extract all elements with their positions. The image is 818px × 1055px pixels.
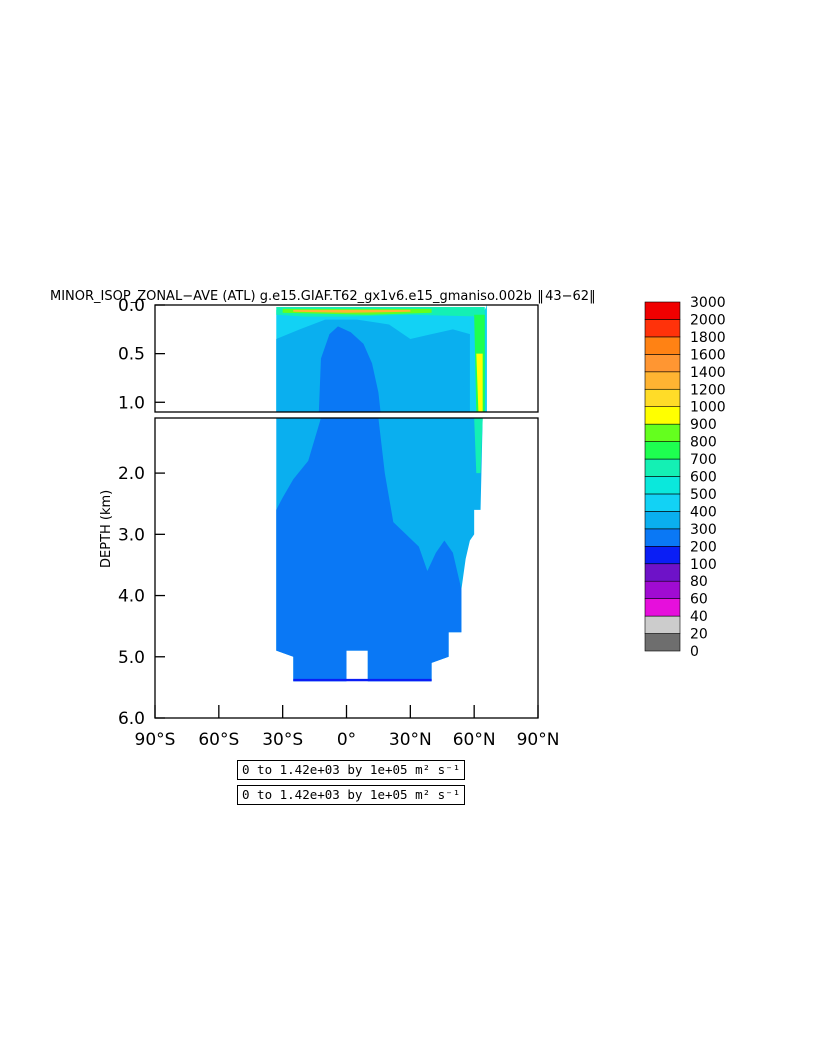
colorbar-swatch <box>644 371 681 390</box>
colorbar-swatch <box>644 563 681 582</box>
y-tick-label: 1.0 <box>118 393 145 413</box>
y-tick-label: 3.0 <box>118 525 145 545</box>
x-tick-label: 30°S <box>262 730 303 750</box>
colorbar-label: 1800 <box>690 330 726 346</box>
colorbar-swatch <box>644 406 681 425</box>
colorbar-label: 3000 <box>690 295 726 311</box>
lower-panel-field <box>276 418 483 682</box>
colorbar-label: 0 <box>690 644 699 660</box>
colorbar-label: 300 <box>690 522 717 538</box>
y-tick-label: 0.0 <box>118 296 145 316</box>
y-tick-label: 0.5 <box>118 345 145 365</box>
y-tick-label: 6.0 <box>118 709 145 729</box>
x-axis: 90°S 60°S 30°S 0° 30°N 60°N 90°N <box>135 705 560 750</box>
field-level-100 <box>318 326 381 412</box>
colorbar-label: 1200 <box>690 382 726 398</box>
colorbar-swatch <box>644 354 681 373</box>
colorbar-label: 2000 <box>690 312 726 328</box>
colorbar-label: 700 <box>690 452 717 468</box>
colorbar-label: 400 <box>690 504 717 520</box>
colorbar-swatch <box>644 598 681 617</box>
colorbar-label: 900 <box>690 417 717 433</box>
colorbar-label: 200 <box>690 539 717 555</box>
colorbar-label: 800 <box>690 435 717 451</box>
x-tick-label: 90°S <box>135 730 176 750</box>
colorbar-swatch <box>644 476 681 495</box>
colorbar-swatch <box>644 511 681 530</box>
contour-info-box-2: 0 to 1.42e+03 by 1e+05 m² s⁻¹ <box>237 785 466 805</box>
colorbar-label: 1000 <box>690 400 726 416</box>
colorbar-swatch <box>644 615 681 634</box>
x-tick-label: 60°N <box>453 730 496 750</box>
x-tick-label: 0° <box>337 730 356 750</box>
colorbar-swatch <box>644 301 681 320</box>
x-tick-label: 90°N <box>517 730 560 750</box>
colorbar-label: 60 <box>690 592 708 608</box>
colorbar-label: 80 <box>690 574 708 590</box>
x-tick-label: 30°N <box>389 730 432 750</box>
field-lower-level-600 <box>474 418 483 474</box>
colorbar-swatch <box>644 423 681 442</box>
y-axis-label: DEPTH (km) <box>99 490 114 568</box>
x-tick-label: 60°S <box>198 730 239 750</box>
chart-title: MINOR_ISOP_ZONAL−AVE (ATL) g.e15.GIAF.T6… <box>50 289 596 304</box>
colorbar-label: 1600 <box>690 347 726 363</box>
y-tick-label: 2.0 <box>118 464 145 484</box>
colorbar-label: 40 <box>690 609 708 625</box>
colorbar-swatch <box>644 545 681 565</box>
colorbar-swatch <box>644 336 681 355</box>
colorbar-swatch <box>644 458 681 477</box>
colorbar-swatch <box>644 388 681 408</box>
y-tick-label: 4.0 <box>118 587 145 607</box>
colorbar-label: 600 <box>690 470 717 486</box>
colorbar-swatch <box>644 441 681 460</box>
field-lower-level-100 <box>276 418 462 682</box>
upper-panel-frame <box>154 304 539 413</box>
colorbar-swatch <box>644 528 681 547</box>
colorbar-swatch <box>644 633 681 652</box>
colorbar-label: 100 <box>690 557 717 573</box>
y-tick-label: 5.0 <box>118 648 145 668</box>
colorbar-label: 500 <box>690 487 717 503</box>
field-level-200-pocket <box>427 343 466 412</box>
field-level-1200 <box>293 309 411 313</box>
colorbar-label: 1400 <box>690 365 726 381</box>
field-level-900 <box>476 353 483 412</box>
upper-panel-field <box>276 305 487 412</box>
contour-info-box-1: 0 to 1.42e+03 by 1e+05 m² s⁻¹ <box>237 760 466 780</box>
colorbar-swatch <box>644 580 681 599</box>
y-axis: 0.0 0.5 1.0 2.0 3.0 4.0 5.0 6.0 <box>118 296 165 729</box>
colorbar-label: 20 <box>690 627 708 643</box>
colorbar-swatch <box>644 493 681 512</box>
field-lower-bottom-edge <box>293 678 432 682</box>
colorbar-swatch <box>644 319 681 338</box>
